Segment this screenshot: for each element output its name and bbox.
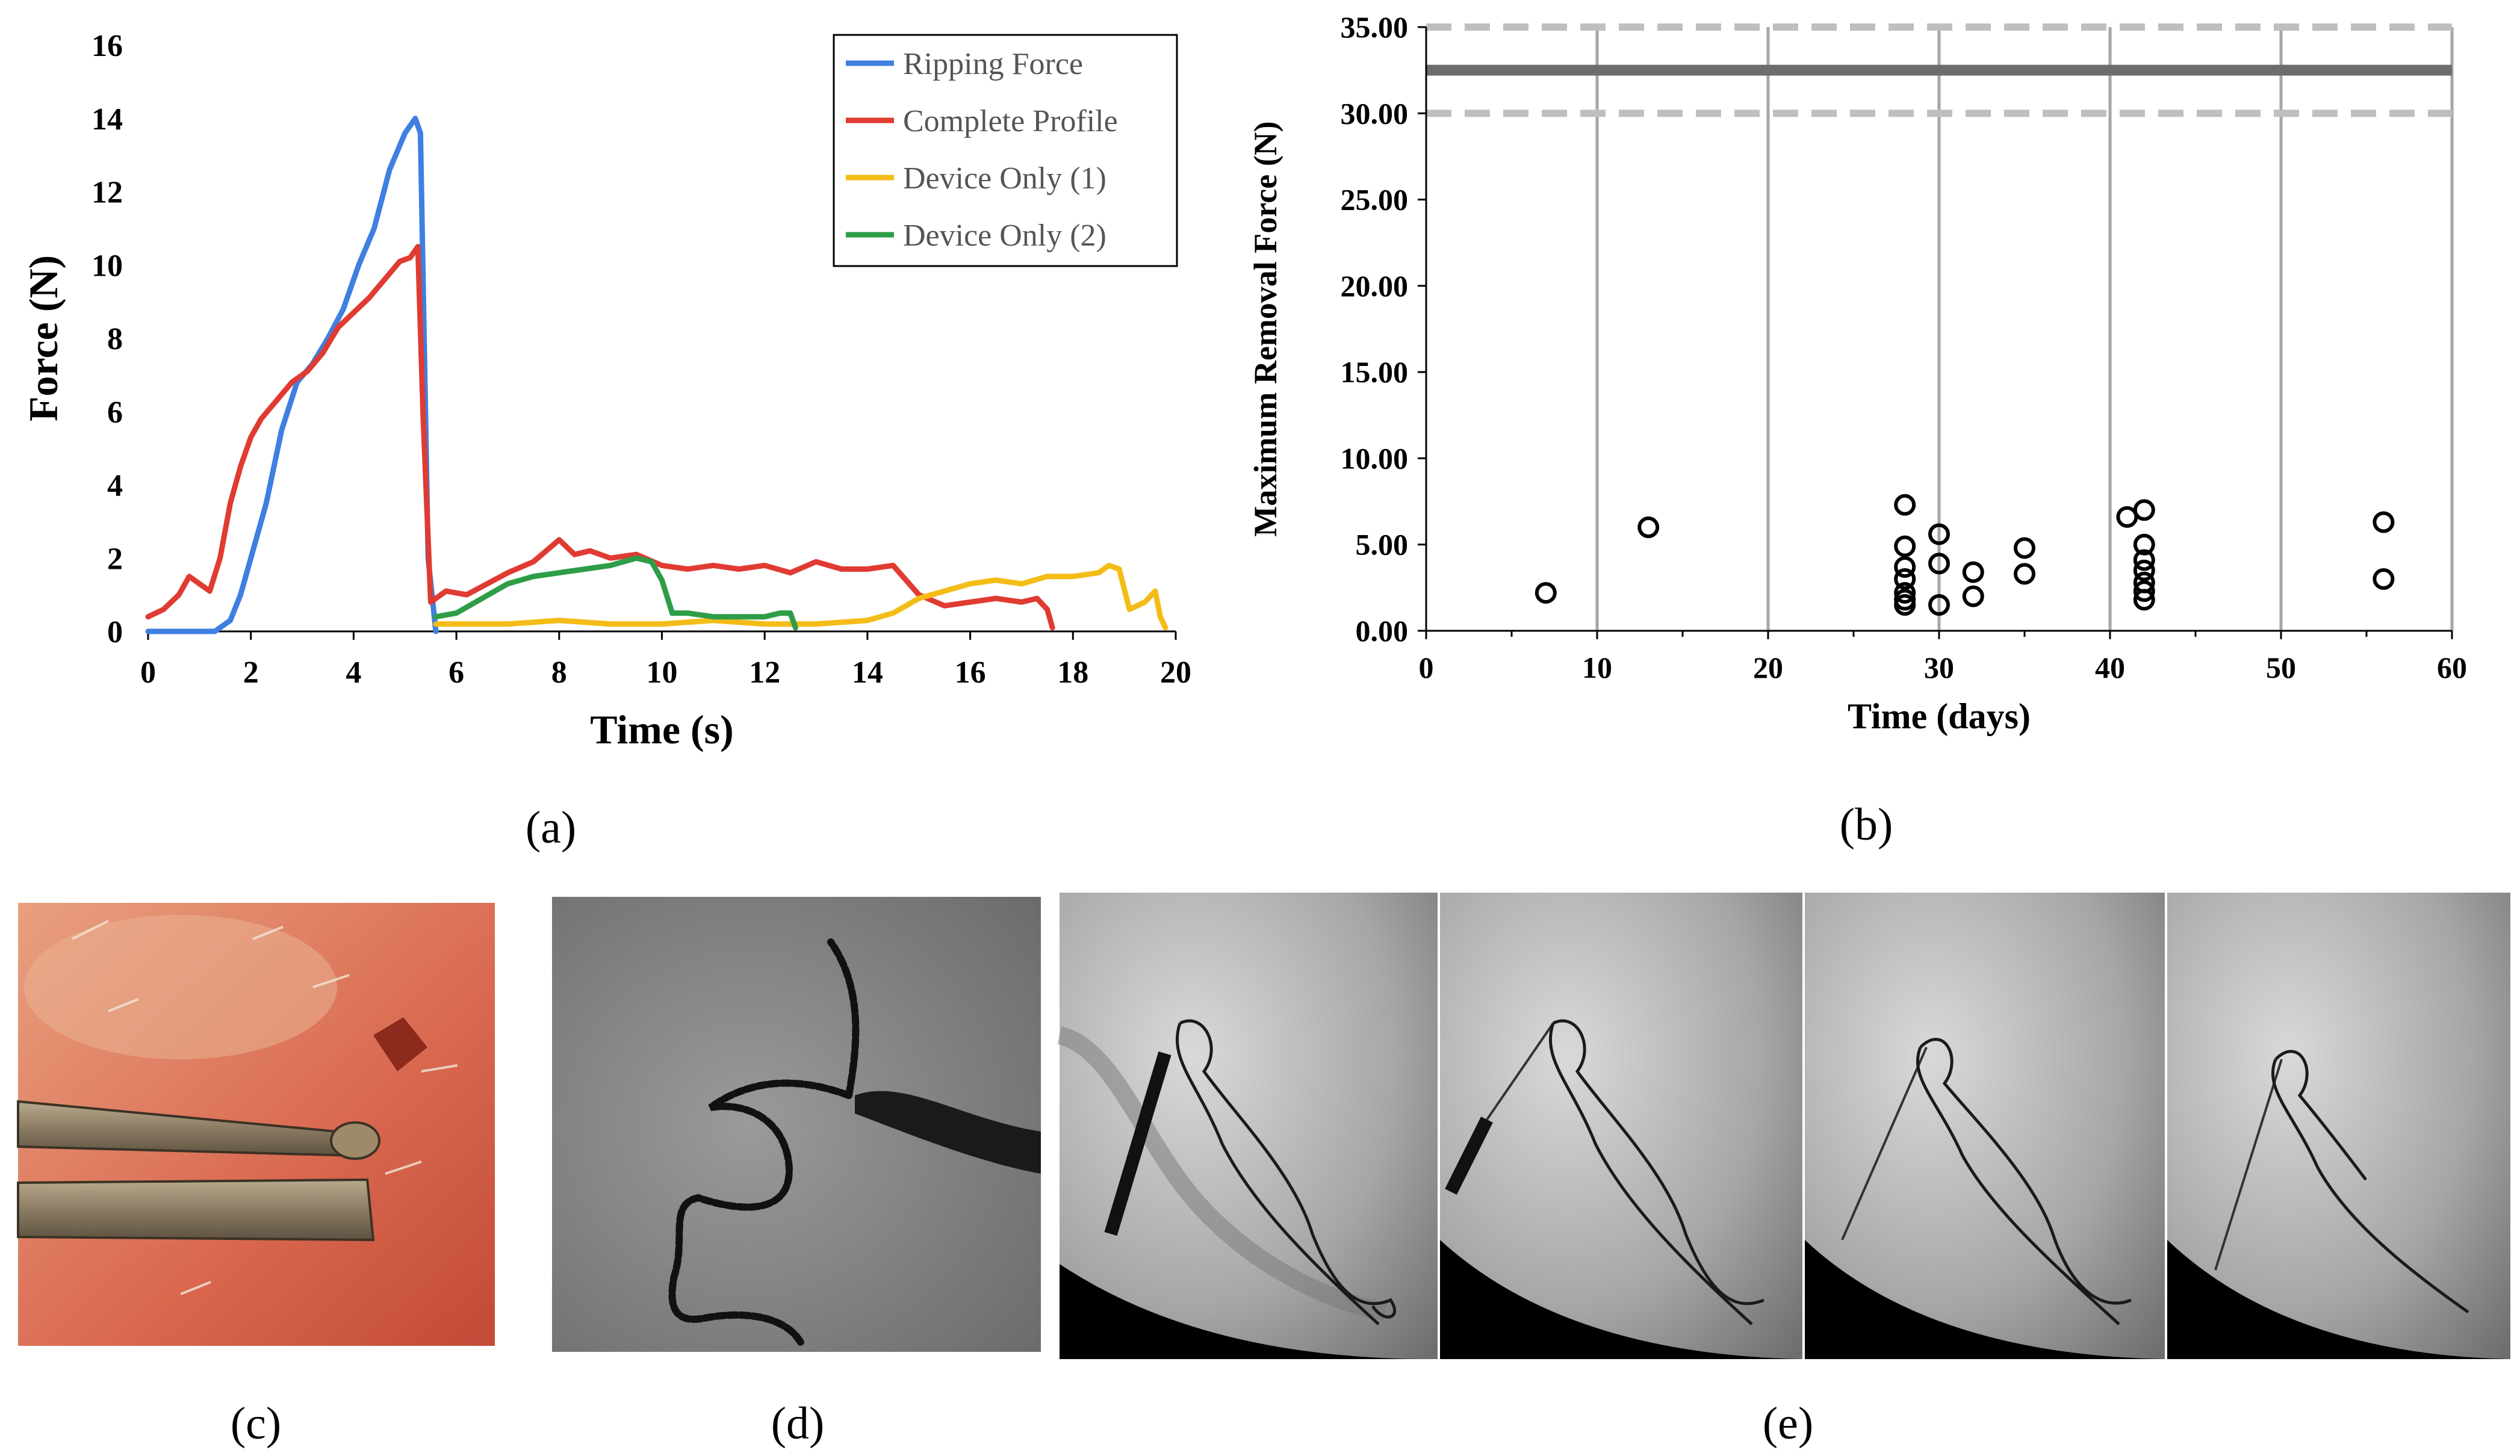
data-point-4 — [1894, 535, 1916, 557]
y-tick-label-16: 16 — [92, 29, 123, 63]
y-tick-label-25.00: 25.00 — [1341, 183, 1409, 217]
x-tick-label-20: 20 — [1160, 655, 1191, 690]
data-point-5 — [1894, 556, 1916, 578]
data-point-20 — [2133, 549, 2155, 571]
x-tick-label-16: 16 — [955, 655, 986, 690]
photo-c-forceps — [17, 903, 495, 1346]
y-tick-label-4: 4 — [107, 469, 123, 503]
data-point-10 — [1928, 523, 1950, 545]
series-line-1 — [145, 116, 439, 634]
y-tick-label-15.00: 15.00 — [1341, 355, 1409, 389]
data-point-9 — [1894, 594, 1916, 616]
y-tick-label-2: 2 — [107, 542, 123, 576]
legend-label-4: Device Only (2) — [903, 218, 1106, 253]
series-line-3 — [433, 562, 1168, 631]
data-point-15 — [2014, 537, 2035, 559]
fluoro-d-wire — [552, 897, 1041, 1352]
fluoro-e-frame-4 — [2167, 893, 2510, 1359]
y-tick-label-0.00: 0.00 — [1356, 614, 1409, 648]
x-tick-label-0: 0 — [140, 655, 156, 690]
x-axis-label: Time (s) — [590, 707, 734, 752]
data-point-12 — [1928, 594, 1950, 616]
data-point-3 — [1894, 494, 1916, 516]
data-point-16 — [2014, 563, 2035, 585]
y-tick-label-6: 6 — [107, 395, 123, 430]
data-point-2 — [1637, 516, 1660, 539]
data-point-13 — [1962, 561, 1984, 583]
panel-label-d: (d) — [771, 1398, 825, 1449]
panel-label-b: (b) — [1840, 799, 1893, 850]
chart-b-axes: 0.00 5.00 10.00 15.00 20.00 25.00 30.00 35.00 0 1… — [1247, 10, 2467, 736]
data-point-14 — [1962, 585, 1984, 607]
x-tick-label-4: 4 — [346, 655, 361, 690]
x-axis-label: Time (days) — [1848, 696, 2031, 736]
data-point-25 — [2373, 511, 2395, 533]
fluoro-e-sequence — [1057, 893, 2510, 1360]
x-tick-label-10: 10 — [647, 655, 678, 690]
y-axis-label: Maximum Removal Force (N) — [1247, 121, 1283, 536]
data-point-11 — [1928, 553, 1950, 575]
y-tick-label-10.00: 10.00 — [1341, 441, 1409, 475]
y-tick-label-8: 8 — [107, 322, 123, 356]
x-tick-label-30: 30 — [1924, 651, 1954, 684]
x-tick-label-2: 2 — [243, 655, 259, 690]
legend-label-2: Complete Profile — [903, 104, 1118, 138]
data-point-23 — [2133, 580, 2155, 603]
data-point-24 — [2133, 589, 2155, 611]
legend-label-3: Device Only (1) — [903, 161, 1106, 196]
y-tick-label-35.00: 35.00 — [1341, 10, 1409, 44]
legend-box — [833, 34, 1178, 267]
y-tick-label-5.00: 5.00 — [1356, 528, 1409, 562]
chart-a-axes: 0 2 4 6 8 10 12 14 16 18 20 0 2 4 6 8 10 12 14 16 Time (s) Fo… — [20, 29, 1191, 752]
chart-b-points — [1535, 494, 2395, 616]
legend-label-1: Ripping Force — [903, 47, 1083, 81]
x-tick-label-40: 40 — [2095, 651, 2125, 684]
data-point-21 — [2133, 559, 2155, 581]
panel-label-c: (c) — [231, 1398, 281, 1449]
x-tick-label-0: 0 — [1419, 651, 1434, 684]
x-tick-label-8: 8 — [551, 655, 567, 690]
chart-b: 0.00 5.00 10.00 15.00 20.00 25.00 30.00 35.00 0 1… — [1247, 10, 2467, 736]
y-tick-label-0: 0 — [107, 615, 123, 649]
x-tick-label-12: 12 — [749, 655, 780, 690]
data-point-26 — [2373, 568, 2395, 590]
fluoro-e-frame-1 — [1057, 893, 1438, 1360]
y-tick-label-30.00: 30.00 — [1341, 96, 1409, 130]
panel-label-a: (a) — [526, 802, 576, 853]
x-tick-label-20: 20 — [1753, 651, 1783, 684]
y-tick-label-14: 14 — [92, 102, 123, 137]
series-line-2 — [145, 244, 1055, 631]
y-tick-label-10: 10 — [92, 249, 123, 283]
data-point-1 — [1535, 581, 1557, 604]
chart-a: 0 2 4 6 8 10 12 14 16 18 20 0 2 4 6 8 10 12 14 16 Time (s) Fo… — [20, 29, 1191, 752]
data-point-18 — [2133, 499, 2155, 521]
x-tick-label-14: 14 — [852, 655, 883, 690]
x-tick-label-18: 18 — [1057, 655, 1088, 690]
data-point-19 — [2133, 533, 2155, 556]
x-tick-label-50: 50 — [2266, 651, 2296, 684]
y-tick-label-20.00: 20.00 — [1341, 269, 1409, 303]
y-axis-label: Force (N) — [20, 255, 66, 421]
fluoro-e-frame-3 — [1805, 893, 2165, 1359]
data-point-7 — [1894, 581, 1916, 604]
x-tick-label-10: 10 — [1582, 651, 1612, 684]
series-line-4 — [433, 555, 798, 631]
y-tick-label-12: 12 — [92, 176, 123, 210]
chart-a-series — [145, 116, 1168, 634]
data-point-6 — [1894, 568, 1916, 590]
chart-a-legend: Ripping Force Complete Profile Device Only… — [833, 34, 1178, 267]
panel-label-e: (e) — [1763, 1398, 1813, 1449]
fluoro-e-frame-2 — [1440, 893, 1802, 1359]
x-tick-label-6: 6 — [448, 655, 464, 690]
x-tick-label-60: 60 — [2437, 651, 2467, 684]
